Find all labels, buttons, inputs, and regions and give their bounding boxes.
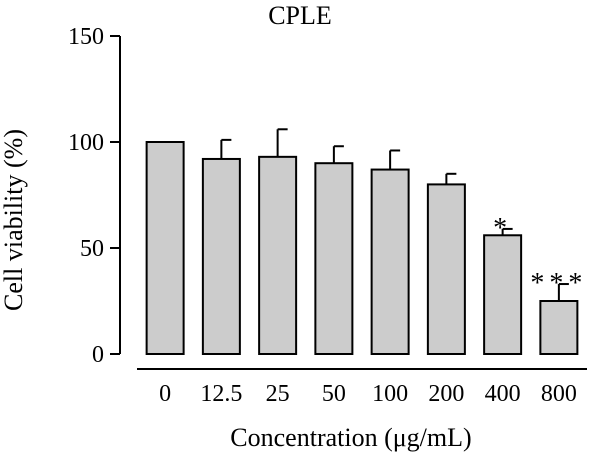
chart-title: CPLE [268,1,332,30]
bar [258,155,298,355]
bar [370,168,410,355]
x-tick-label: 12.5 [200,381,242,407]
y-tick-label: 150 [68,24,104,50]
bar [483,234,523,355]
x-tick-label: 200 [428,381,464,407]
y-tick-label: 100 [68,130,104,156]
y-tick-label: 0 [92,342,104,368]
x-axis-ticks: 0 12.5 25 50 100 200 400 800 [159,381,577,407]
bar [201,157,241,355]
bars: **** [145,128,587,355]
axes [119,36,587,370]
bar [145,141,185,355]
x-tick-label: 400 [485,381,521,407]
bar [314,162,354,355]
significance-label: *** [530,268,587,299]
bar [426,183,466,355]
x-tick-label: 50 [322,381,346,407]
y-axis-ticks: 0 50 100 150 [68,24,120,368]
y-axis-label: Cell viability (%) [0,129,28,311]
x-tick-label: 100 [372,381,408,407]
x-axis-label: Concentration (μg/mL) [230,423,471,452]
y-tick-label: 50 [80,236,104,262]
significance-label: * [493,213,512,244]
x-tick-label: 0 [159,381,171,407]
x-tick-label: 25 [266,381,290,407]
x-tick-label: 800 [541,381,577,407]
bar [539,300,579,355]
